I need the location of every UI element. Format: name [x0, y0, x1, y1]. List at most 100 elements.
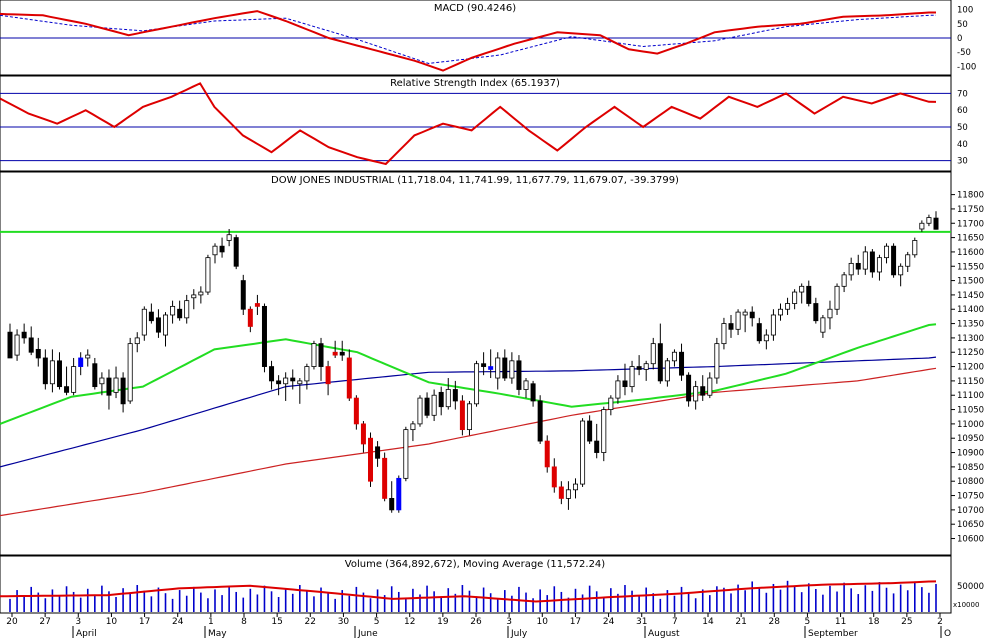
x-day-label: 28 — [769, 617, 781, 627]
x-day-label: 1 — [208, 617, 214, 627]
candle-body — [707, 377, 713, 396]
candle-body — [56, 360, 62, 388]
candle-body — [28, 337, 34, 353]
x-day-label: 3 — [75, 617, 81, 627]
price-tick-label: 11400 — [957, 305, 984, 315]
candle-body — [311, 343, 317, 367]
macd-tick-label: 100 — [957, 6, 973, 16]
candle-body — [777, 308, 783, 316]
rsi-tick-label: 30 — [957, 157, 968, 167]
candle-body — [233, 237, 239, 267]
candle-body — [42, 357, 48, 385]
chart-layers: 1180011750117001165011600115501150011450… — [0, 6, 984, 639]
macd-title: MACD (90.4246) — [434, 3, 516, 14]
candle-body — [622, 380, 628, 388]
x-month-label: September — [808, 629, 858, 638]
price-tick-label: 11800 — [957, 191, 984, 201]
candle-body — [869, 251, 875, 273]
ma-fast-line — [0, 323, 937, 425]
candle-body — [438, 391, 444, 408]
price-tick-label: 11750 — [957, 205, 984, 215]
candle-body — [254, 303, 260, 307]
candle-body — [113, 377, 119, 393]
candle-body — [141, 308, 147, 336]
x-day-label: 12 — [404, 617, 415, 627]
candle-body — [565, 489, 571, 499]
candle-body — [827, 308, 833, 319]
candle-body — [749, 311, 755, 319]
price-tick-label: 11150 — [957, 377, 984, 387]
candle-body — [360, 423, 366, 445]
candle-body — [261, 305, 267, 367]
candle-body — [325, 366, 331, 385]
candle-body — [813, 303, 819, 322]
x-day-label: 10 — [537, 617, 549, 627]
rsi-line — [0, 82, 937, 166]
x-day-label: 3 — [506, 617, 512, 627]
x-day-label: 19 — [437, 617, 449, 627]
candle-body — [551, 466, 557, 488]
x-month-label: August — [648, 629, 680, 638]
candle-body — [127, 343, 133, 402]
candle-body — [14, 334, 20, 356]
x-day-label: 25 — [901, 617, 912, 627]
x-day-label: 14 — [702, 617, 714, 627]
x-day-label: 20 — [6, 617, 18, 627]
candle-body — [728, 323, 734, 330]
price-tick-label: 11300 — [957, 334, 984, 344]
candle-body — [876, 257, 882, 273]
x-month-label: O — [944, 629, 951, 638]
price-title: DOW JONES INDUSTRIAL (11,718.04, 11,741.… — [271, 175, 679, 186]
candle-body — [806, 285, 812, 304]
candle-body — [580, 420, 586, 485]
candle-body — [71, 366, 77, 393]
candle-body — [346, 357, 352, 399]
candle-body — [410, 423, 416, 431]
price-tick-label: 10700 — [957, 506, 984, 516]
price-tick-label: 11250 — [957, 348, 984, 358]
candle-body — [558, 486, 564, 499]
candle-body — [163, 314, 169, 336]
candle-body — [318, 343, 324, 367]
price-tick-label: 11450 — [957, 291, 984, 301]
candle-body — [650, 343, 656, 365]
price-tick-label: 11000 — [957, 420, 984, 430]
candle-body — [905, 254, 911, 267]
candle-body — [615, 380, 621, 399]
price-tick-label: 10850 — [957, 463, 984, 473]
rsi-tick-label: 50 — [957, 123, 968, 133]
rsi-tick-label: 70 — [957, 89, 968, 99]
price-tick-label: 10950 — [957, 434, 984, 444]
macd-tick-label: 0 — [957, 34, 962, 44]
candle-body — [601, 409, 607, 453]
x-day-label: 2 — [937, 617, 943, 627]
candle-body — [594, 440, 600, 453]
price-tick-label: 11500 — [957, 277, 984, 287]
candle-body — [219, 245, 225, 253]
candle-body — [269, 366, 275, 382]
candle-body — [403, 429, 409, 479]
price-tick-label: 11700 — [957, 219, 984, 229]
candle-body — [495, 357, 501, 379]
candle-body — [544, 440, 550, 468]
candle-body — [417, 397, 423, 425]
candle-body — [537, 400, 543, 442]
candle-body — [35, 348, 41, 359]
price-tick-label: 11100 — [957, 391, 984, 401]
candle-body — [396, 477, 402, 511]
candle-body — [155, 317, 161, 333]
candle-body — [85, 354, 91, 359]
macd-tick-label: -50 — [957, 48, 971, 58]
price-tick-label: 11050 — [957, 406, 984, 416]
candle-body — [735, 311, 741, 330]
price-tick-label: 10900 — [957, 449, 984, 459]
price-tick-label: 11650 — [957, 234, 984, 244]
candle-body — [862, 251, 868, 270]
candle-body — [770, 314, 776, 336]
x-day-label: 18 — [868, 617, 880, 627]
candle-body — [502, 357, 508, 379]
candle-body — [919, 222, 925, 230]
price-tick-label: 11600 — [957, 248, 984, 258]
x-day-label: 7 — [672, 617, 678, 627]
x-month-label: June — [357, 629, 378, 638]
